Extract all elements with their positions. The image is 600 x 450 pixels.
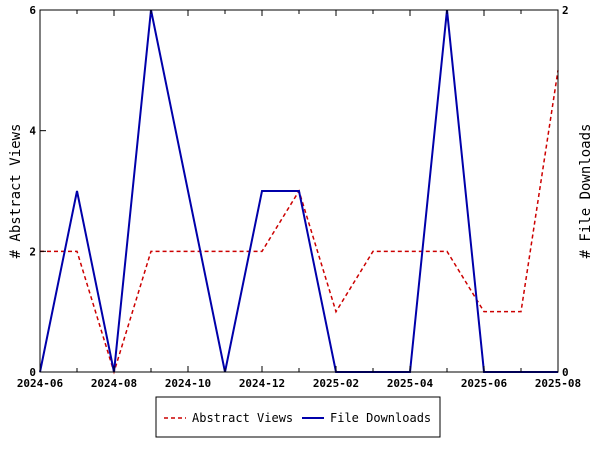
legend: Abstract Views File Downloads <box>155 396 441 438</box>
legend-label-abstract-views: Abstract Views <box>192 411 293 425</box>
y-tick-label: 2 <box>29 245 36 258</box>
x-tick-label: 2025-06 <box>461 377 508 390</box>
y-tick-label: 0 <box>29 366 36 379</box>
x-tick-label: 2025-08 <box>535 377 581 390</box>
ticks-layer: 2024-06 2024-08 2024-10 2024-12 2025-02 2025-… <box>17 4 581 390</box>
x-tick-label: 2025-04 <box>387 377 434 390</box>
legend-box <box>155 396 441 438</box>
x-tick-label: 2024-06 <box>17 377 64 390</box>
right-axis-title: # File Downloads <box>578 124 594 259</box>
x-tick-label: 2024-10 <box>165 377 211 390</box>
left-axis-title: # Abstract Views <box>8 124 24 259</box>
series-line-file-downloads <box>39 9 558 373</box>
y-tick-label: 6 <box>29 4 36 17</box>
y-tick-label: 4 <box>29 125 36 138</box>
x-tick-label: 2024-08 <box>91 377 137 390</box>
x-tick-label: 2024-12 <box>239 377 285 390</box>
y2-tick-label: 0 <box>562 366 569 379</box>
legend-label-file-downloads: File Downloads <box>330 411 431 425</box>
y2-tick-label: 2 <box>562 4 569 17</box>
series-layer <box>39 9 559 375</box>
x-tick-label: 2025-02 <box>313 377 359 390</box>
